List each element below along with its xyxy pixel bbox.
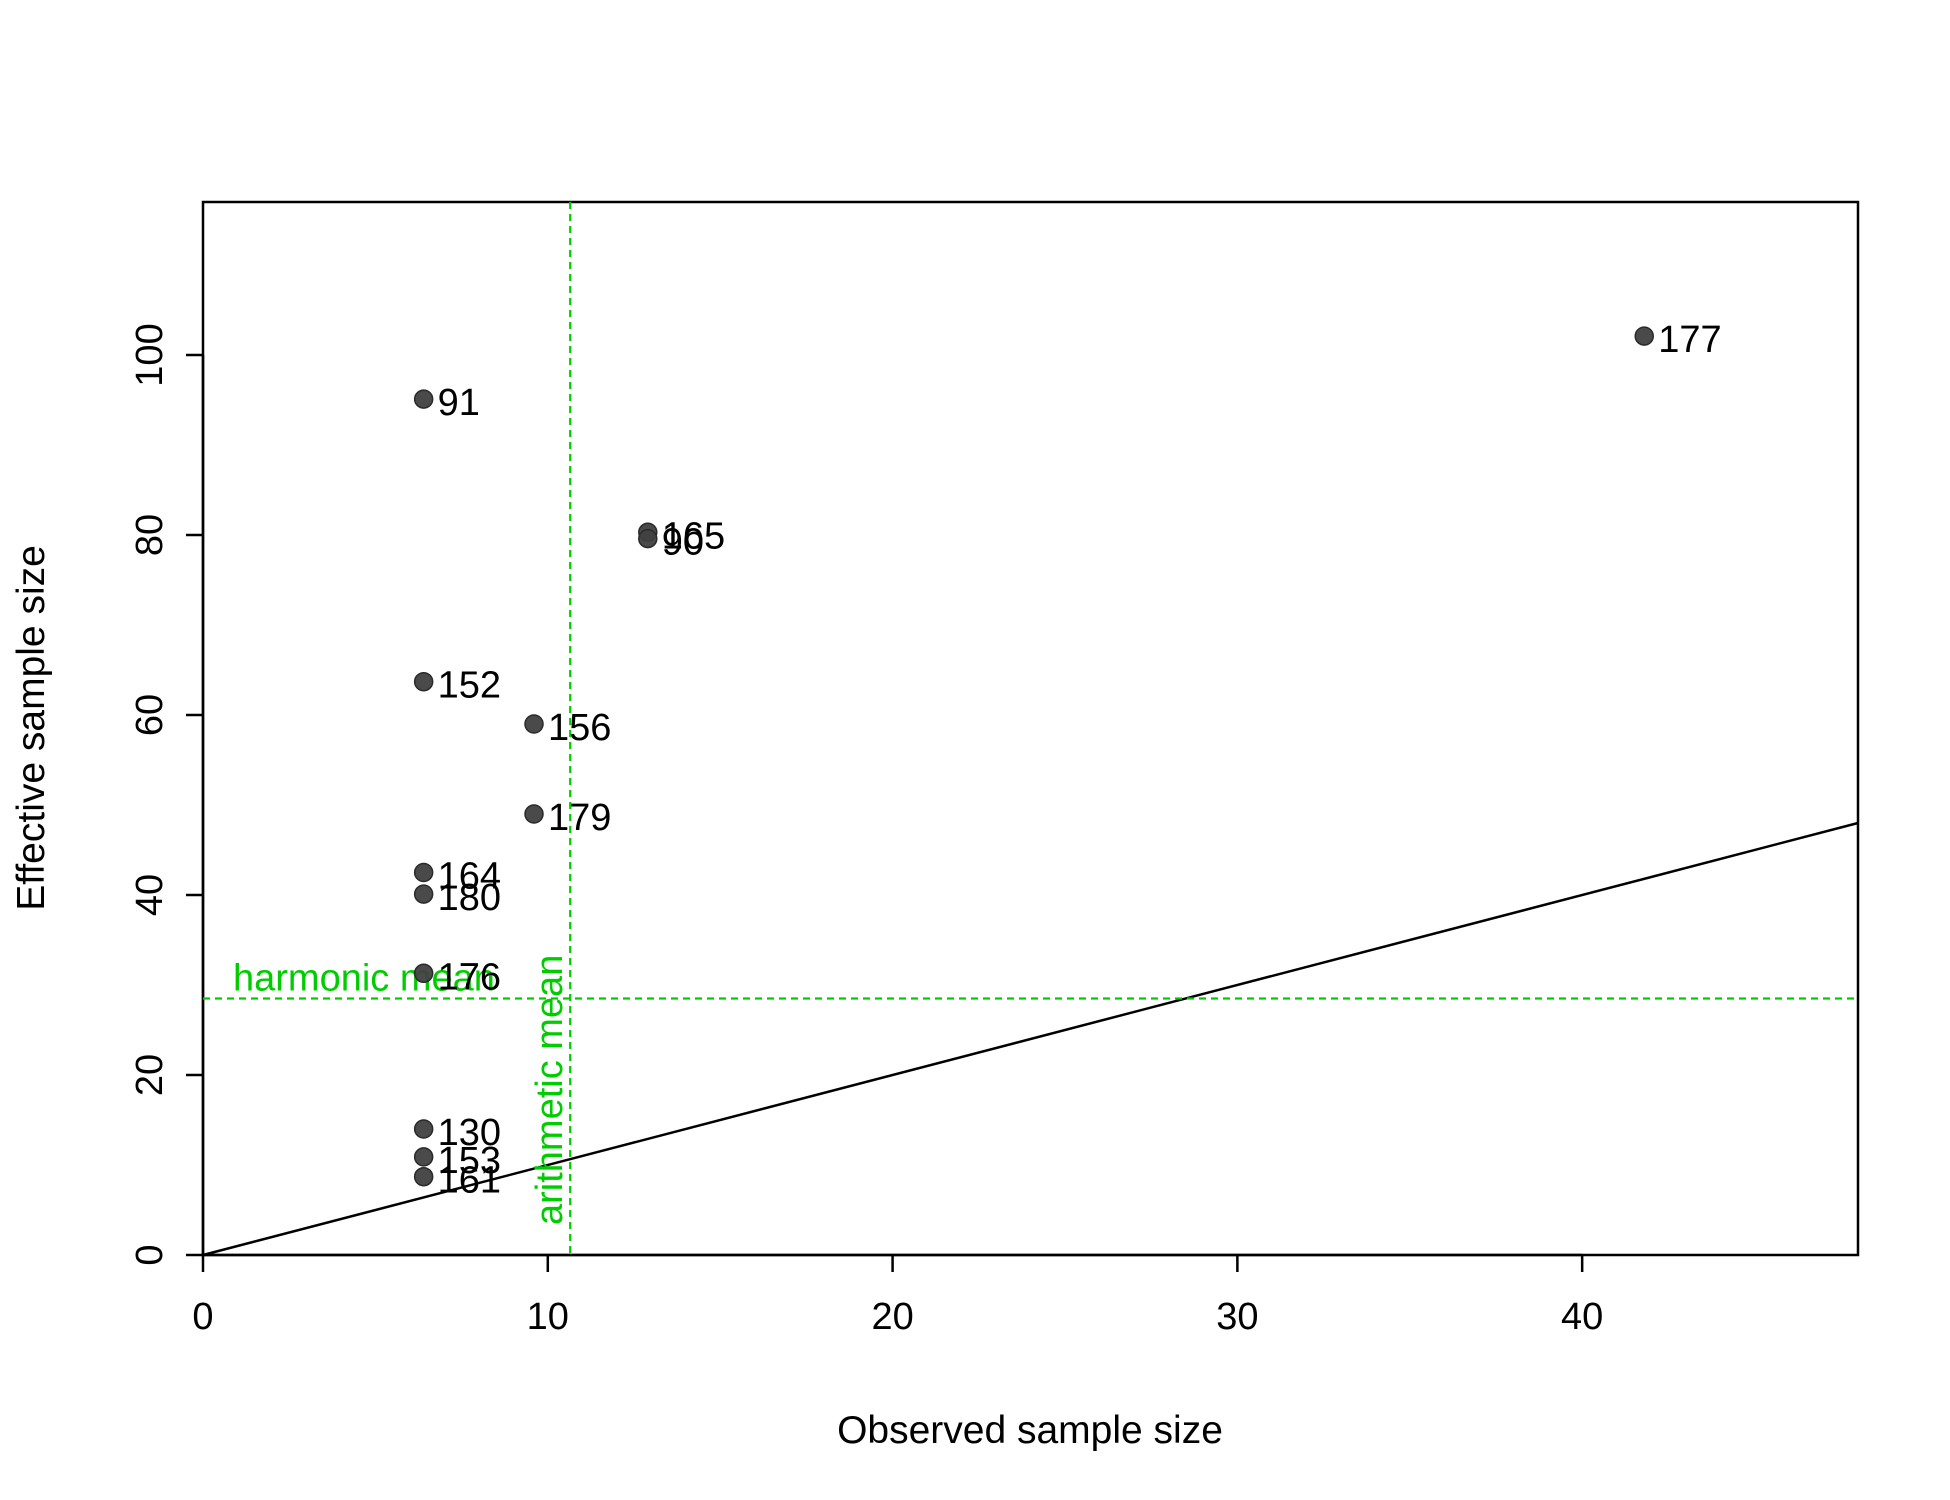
- y-tick-label: 100: [129, 323, 171, 386]
- data-point: [1634, 326, 1654, 346]
- plot-box: [201, 200, 1860, 1257]
- data-point-label: 176: [438, 956, 501, 998]
- y-axis-title: Effective sample size: [10, 545, 53, 911]
- y-tick-label: 0: [129, 1244, 171, 1265]
- data-point-label: 164: [438, 856, 501, 898]
- y-tick-label: 40: [129, 874, 171, 916]
- x-axis-title: Observed sample size: [837, 1409, 1223, 1452]
- data-point: [413, 862, 434, 883]
- y-axis: 0 20 40 60 80 100: [129, 323, 205, 1266]
- arithmetic-mean-label: arithmetic mean: [529, 955, 571, 1225]
- data-point: [413, 671, 434, 692]
- data-point-label: 153: [438, 1140, 501, 1182]
- x-tick-label: 0: [192, 1296, 213, 1338]
- data-point: [413, 1147, 434, 1167]
- data-point-label: 180: [438, 877, 501, 919]
- data-point: [413, 884, 434, 904]
- data-point: [413, 1119, 434, 1139]
- data-point-label: 165: [662, 515, 725, 557]
- y-tick-label: 60: [129, 694, 171, 736]
- data-point: [524, 804, 544, 824]
- x-tick-label: 10: [527, 1296, 569, 1338]
- x-tick-label: 40: [1561, 1296, 1603, 1338]
- data-points: [413, 326, 1654, 1187]
- data-point: [638, 528, 658, 549]
- data-point-label: 90: [662, 522, 704, 564]
- x-axis: 0 10 20 30 40: [192, 1253, 1603, 1338]
- harmonic-mean-label: harmonic mean: [233, 958, 495, 1000]
- data-point-label: 161: [438, 1160, 501, 1202]
- x-tick-label: 20: [871, 1296, 913, 1338]
- data-point-label: 91: [438, 382, 480, 424]
- data-point-label: 179: [548, 797, 611, 839]
- data-point-label: 130: [438, 1112, 501, 1154]
- y-tick-label: 20: [129, 1054, 171, 1096]
- data-point-label: 156: [548, 707, 611, 749]
- reference-lines: harmonic mean arithmetic mean: [202, 202, 1859, 1257]
- identity-line: [202, 821, 1859, 1257]
- y-tick-label: 80: [129, 514, 171, 556]
- data-point: [413, 1166, 434, 1187]
- data-point: [413, 389, 434, 409]
- data-point: [524, 714, 544, 734]
- data-point-label: 177: [1658, 319, 1721, 361]
- x-tick-label: 30: [1216, 1296, 1258, 1338]
- data-point-label: 152: [438, 665, 501, 707]
- data-point: [413, 963, 434, 984]
